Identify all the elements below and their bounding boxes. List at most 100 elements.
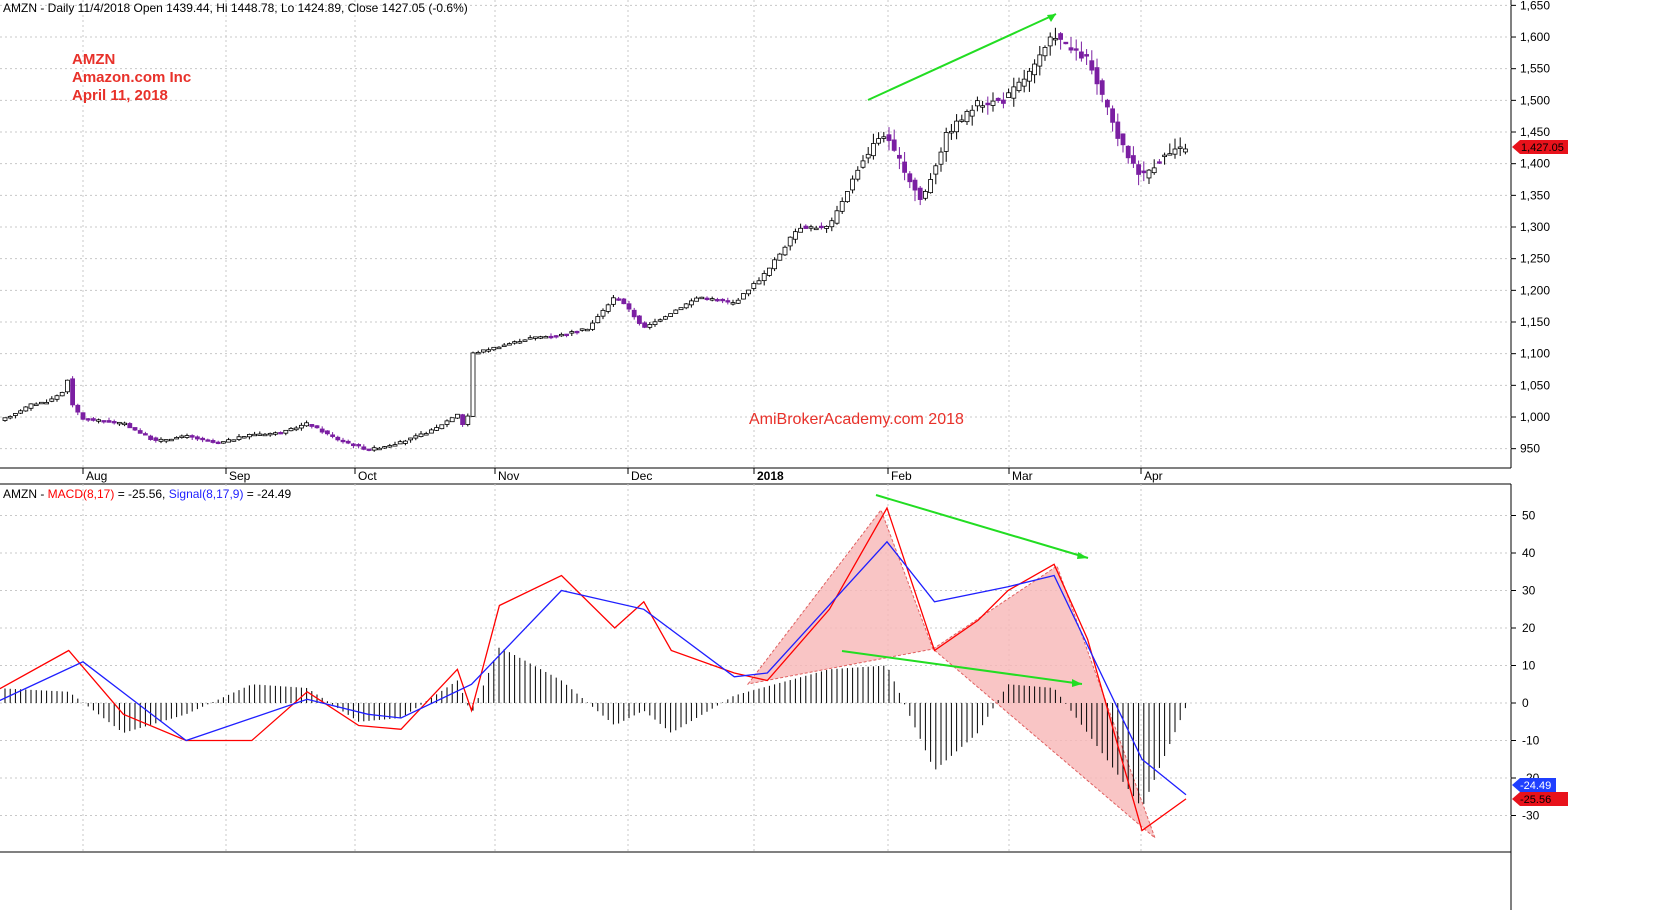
- candle-down: [132, 427, 138, 431]
- candle-up: [813, 227, 819, 231]
- candle-down: [85, 418, 91, 421]
- price-y-tick-label: 950: [1520, 442, 1540, 456]
- candle-up: [267, 432, 273, 436]
- candle-down: [101, 420, 107, 423]
- candle-down: [912, 179, 918, 191]
- candle-down: [1058, 33, 1063, 40]
- candle-down: [356, 444, 362, 447]
- candle-up: [496, 346, 502, 350]
- signal-header-label: Signal(8,17,9): [169, 487, 244, 501]
- x-tick-label: Oct: [358, 469, 377, 483]
- candle-down: [460, 414, 466, 426]
- price-trend-arrow: [867, 13, 1057, 101]
- candle-up: [969, 109, 975, 117]
- candle-up: [559, 333, 564, 337]
- candle-down: [548, 335, 554, 339]
- candle-up: [923, 191, 928, 199]
- candle-down: [215, 441, 221, 445]
- candle-up: [1183, 148, 1188, 153]
- candle-up: [834, 210, 840, 224]
- candle-up: [158, 438, 164, 442]
- candle-down: [886, 134, 892, 141]
- candle-up: [1047, 36, 1053, 47]
- macd-y-tick-label: 40: [1522, 546, 1536, 560]
- candle-up: [735, 299, 741, 304]
- candle-down: [127, 423, 133, 429]
- candle-up: [741, 293, 746, 300]
- candle-up: [257, 433, 263, 436]
- annotation-company: Amazon.com Inc: [72, 69, 191, 86]
- candle-up: [938, 151, 944, 165]
- candle-up: [1146, 169, 1152, 179]
- candle-down: [1120, 133, 1126, 146]
- macd-y-tick-label: 0: [1522, 696, 1529, 710]
- macd-histogram: [4, 647, 1186, 804]
- candle-up: [517, 341, 523, 344]
- candle-down: [330, 434, 336, 437]
- candle-up: [522, 339, 528, 342]
- candle-down: [1094, 67, 1100, 85]
- candle-up: [730, 302, 736, 305]
- candle-down: [1079, 51, 1084, 59]
- price-badge-shape: [1512, 140, 1568, 154]
- candle-up: [65, 379, 70, 393]
- candle-up: [220, 441, 226, 444]
- price-y-tick-label: 1,350: [1520, 188, 1550, 202]
- candle-up: [298, 424, 304, 429]
- candle-up: [933, 165, 939, 175]
- candle-up: [533, 336, 538, 339]
- candle-up: [1011, 86, 1017, 99]
- candle-up: [293, 427, 299, 431]
- candle-up: [23, 406, 29, 412]
- candle-down: [142, 433, 148, 436]
- candle-up: [491, 346, 497, 351]
- macd-grid: [0, 484, 1511, 852]
- candle-down: [631, 309, 637, 318]
- candle-up: [168, 438, 174, 442]
- candle-up: [527, 337, 533, 340]
- candle-up: [454, 413, 460, 419]
- candle-down: [137, 430, 143, 434]
- candle-up: [1151, 167, 1157, 174]
- candle-up: [59, 391, 65, 397]
- candle-up: [611, 297, 616, 305]
- candle-up: [673, 309, 679, 314]
- candle-up: [829, 220, 835, 228]
- price-y-tick-label: 1,300: [1520, 220, 1550, 234]
- candle-up: [397, 441, 403, 445]
- candle-down: [891, 139, 897, 151]
- pattern-left-triangle: [746, 508, 934, 685]
- x-tick-label: Feb: [891, 469, 912, 483]
- candle-up: [860, 160, 866, 168]
- candle-down: [1125, 145, 1131, 159]
- candle-up: [1167, 153, 1173, 156]
- candle-down: [715, 299, 720, 302]
- candle-down: [1073, 48, 1079, 51]
- candle-up: [865, 153, 871, 159]
- macd-badge-text: -25.56: [1520, 794, 1551, 806]
- candle-up: [1053, 38, 1058, 41]
- price-y-tick-label: 1,600: [1520, 30, 1550, 44]
- candle-up: [876, 138, 881, 144]
- candle-up: [7, 416, 13, 419]
- candle-up: [434, 427, 440, 431]
- candle-down: [621, 298, 627, 305]
- candle-up: [881, 136, 887, 139]
- candle-up: [579, 328, 585, 331]
- candle-down: [616, 298, 621, 301]
- candle-up: [595, 316, 601, 324]
- candle-down: [574, 330, 580, 334]
- pattern-right-triangle: [932, 565, 1157, 840]
- candle-up: [288, 428, 294, 432]
- candle-up: [423, 433, 429, 436]
- candle-up: [371, 447, 377, 451]
- candle-up: [761, 273, 767, 282]
- candle-up: [1027, 70, 1032, 82]
- candle-down: [106, 420, 112, 423]
- candle-up: [668, 313, 673, 317]
- candle-down: [361, 446, 367, 450]
- candle-up: [1021, 78, 1027, 87]
- candle-up: [798, 227, 803, 233]
- candle-up: [241, 436, 247, 439]
